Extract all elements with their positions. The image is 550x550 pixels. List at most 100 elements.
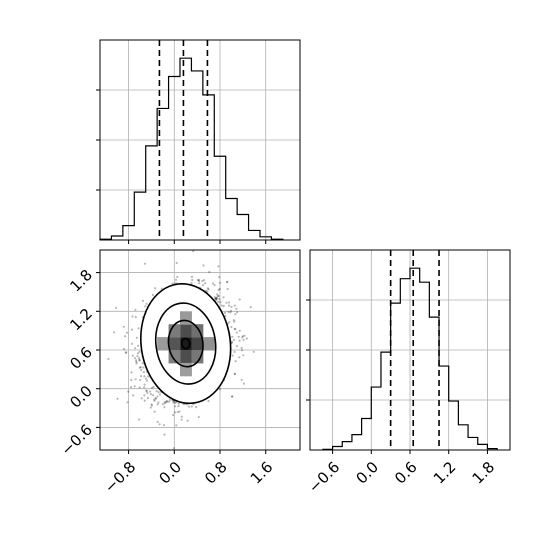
histogram-x0-steps [99, 57, 284, 240]
scatter-point [229, 311, 232, 314]
scatter-point [211, 282, 215, 285]
histogram-x1-quantile-lines [389, 250, 440, 450]
scatter-point [126, 401, 129, 404]
scatter-contour-mid [154, 302, 217, 385]
scatter-point [206, 290, 209, 293]
scatter-xtick-label-1: 0.0 [155, 458, 185, 488]
scatter-point [115, 306, 118, 309]
scatter-point [122, 325, 125, 328]
scatter-point [140, 397, 143, 400]
scatter-point [107, 357, 110, 361]
scatter-density-cell-7 [168, 350, 181, 364]
scatter-point [154, 397, 158, 400]
scatter-point [218, 276, 221, 279]
scatter-point [238, 329, 241, 332]
scatter-point [157, 391, 160, 394]
scatter-point [196, 279, 199, 282]
scatter-point [126, 331, 129, 334]
scatter-ytick-label-4: 1.8 [66, 266, 96, 296]
scatter-point [172, 401, 175, 404]
scatter-density-cell-6 [191, 324, 204, 338]
scatter-point [145, 390, 148, 393]
scatter-point [215, 298, 218, 302]
scatter-point [139, 366, 142, 369]
scatter-point [138, 386, 141, 389]
scatter-point [219, 281, 222, 284]
scatter-point [238, 339, 241, 342]
histogram-x1-frame [309, 249, 511, 451]
scatter-point [232, 338, 236, 342]
scatter-point [235, 331, 238, 334]
scatter-point [195, 406, 198, 409]
scatter-point [144, 377, 147, 380]
scatter-point [190, 275, 193, 278]
scatter-point [230, 341, 233, 344]
scatter-point [225, 281, 228, 284]
scatter-point [227, 301, 231, 304]
scatter-point [134, 359, 138, 362]
scatter-ytick-label-2: 0.6 [66, 343, 96, 373]
scatter-density-cell-10 [202, 337, 215, 351]
scatter-point [161, 403, 164, 406]
scatter-point [127, 390, 130, 393]
scatter-point [197, 280, 200, 283]
scatter-point [151, 293, 154, 297]
scatter-point [147, 375, 150, 378]
histogram-x1-xtick-label-2: 0.6 [391, 458, 421, 488]
scatter-point [162, 424, 166, 427]
scatter-point [155, 390, 158, 393]
scatter-point [228, 321, 231, 324]
scatter-point [158, 423, 161, 426]
scatter-point [228, 304, 231, 307]
scatter-xtick-label-3: 1.6 [247, 458, 277, 488]
scatter-point [177, 405, 180, 408]
scatter-point [148, 390, 152, 393]
scatter-density-cell-2 [191, 337, 204, 351]
scatter-point [192, 250, 195, 253]
scatter-point [230, 305, 233, 308]
scatter-point [113, 331, 116, 334]
scatter-frame [99, 249, 301, 451]
scatter-point [138, 366, 141, 369]
scatter-point [249, 306, 252, 309]
scatter-x0-x1-panel: −0.8 0.0 0.8 1.6 −0.6 0.0 0.6 1.2 1.8 [58, 249, 301, 497]
scatter-point [156, 420, 159, 423]
scatter-point [168, 398, 171, 402]
scatter-point [202, 264, 205, 267]
scatter-density-cell-3 [180, 324, 192, 338]
histogram-x1-grid [310, 250, 510, 450]
scatter-point [116, 397, 119, 400]
scatter-point [154, 287, 157, 290]
scatter-point [216, 295, 219, 298]
scatter-point [231, 395, 234, 398]
scatter-density-cell-5 [168, 324, 181, 338]
histogram-x0-ticks [96, 89, 267, 244]
scatter-point [152, 394, 155, 397]
scatter-point [138, 357, 141, 360]
scatter-point [175, 261, 178, 265]
scatter-point [219, 301, 222, 304]
scatter-point [154, 396, 157, 400]
scatter-density-cell-4 [180, 350, 192, 364]
scatter-point [172, 447, 175, 450]
scatter-point [223, 311, 227, 314]
scatter-xtick-label-0: −0.8 [101, 458, 139, 496]
scatter-point [145, 302, 148, 305]
scatter-point [175, 424, 178, 427]
scatter-point [166, 399, 169, 402]
scatter-density-cell-8 [191, 350, 204, 364]
histogram-x1-xtick-label-4: 1.8 [469, 458, 499, 488]
scatter-point [177, 402, 180, 405]
scatter-point [139, 375, 143, 378]
scatter-point [143, 262, 147, 265]
scatter-contour-outer [139, 283, 232, 405]
scatter-point [176, 275, 179, 279]
scatter-point [139, 378, 142, 382]
scatter-point [243, 334, 246, 337]
histogram-x0-grid [100, 40, 300, 240]
scatter-point [137, 352, 140, 355]
scatter-point [135, 336, 138, 339]
scatter-point [190, 405, 193, 408]
scatter-point [158, 393, 161, 396]
